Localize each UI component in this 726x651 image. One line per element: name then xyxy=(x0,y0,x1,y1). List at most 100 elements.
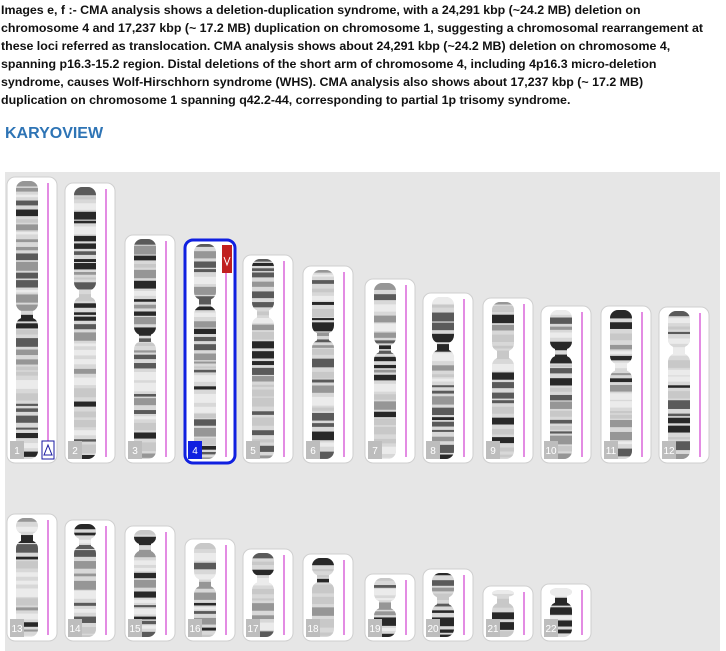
band xyxy=(668,318,690,324)
band xyxy=(374,611,396,616)
band xyxy=(74,454,96,459)
band xyxy=(312,431,334,441)
band xyxy=(374,340,396,344)
band xyxy=(74,187,96,196)
band xyxy=(74,561,96,569)
band xyxy=(550,615,572,620)
band xyxy=(492,428,514,435)
band xyxy=(134,363,156,369)
band xyxy=(668,413,690,417)
chromosome xyxy=(74,187,96,459)
band xyxy=(312,348,334,355)
band xyxy=(610,362,632,369)
band xyxy=(312,423,334,427)
band xyxy=(134,599,156,603)
label-box xyxy=(544,619,558,637)
band xyxy=(74,220,96,224)
band xyxy=(252,281,274,287)
label-box xyxy=(426,441,440,459)
band xyxy=(312,345,334,348)
band xyxy=(134,382,156,392)
band xyxy=(74,277,96,280)
band xyxy=(668,347,690,356)
band xyxy=(668,417,690,424)
chromosome xyxy=(252,259,274,460)
chromosome-label: 8 xyxy=(430,446,436,457)
band xyxy=(610,431,632,441)
band xyxy=(374,294,396,301)
band xyxy=(194,261,216,268)
band xyxy=(668,437,690,440)
band xyxy=(16,518,38,522)
band xyxy=(194,427,216,437)
band xyxy=(194,592,216,600)
band xyxy=(374,394,396,400)
band xyxy=(134,416,156,420)
band xyxy=(194,306,216,311)
band xyxy=(74,316,96,321)
band xyxy=(550,629,572,634)
band xyxy=(312,318,334,321)
chromosome-label: 7 xyxy=(372,446,378,457)
band xyxy=(74,226,96,235)
band xyxy=(74,196,96,200)
band xyxy=(252,302,274,308)
band xyxy=(312,339,334,343)
band xyxy=(252,367,274,375)
chromosome xyxy=(74,524,96,637)
label-box xyxy=(368,619,382,637)
band xyxy=(194,276,216,285)
band xyxy=(550,368,572,374)
band xyxy=(610,310,632,319)
band xyxy=(312,575,334,578)
band xyxy=(74,532,96,536)
band xyxy=(252,341,274,349)
band xyxy=(16,535,38,543)
band xyxy=(16,607,38,611)
band xyxy=(374,369,396,373)
band xyxy=(668,326,690,330)
band xyxy=(550,317,572,324)
chromosome-label: 5 xyxy=(250,446,256,457)
band xyxy=(74,635,96,637)
band xyxy=(312,371,334,379)
band xyxy=(16,338,38,347)
band xyxy=(134,280,156,289)
band xyxy=(492,612,514,620)
band xyxy=(134,591,156,598)
band xyxy=(194,617,216,625)
chromosome xyxy=(134,530,156,638)
caption: Images e, f :- CMA analysis shows a dele… xyxy=(1,3,703,107)
band xyxy=(668,369,690,376)
band xyxy=(252,615,274,620)
band xyxy=(432,436,454,442)
chromosome xyxy=(610,310,632,460)
band xyxy=(134,263,156,268)
deletion-arrow xyxy=(223,256,231,267)
label-box xyxy=(10,619,24,637)
band xyxy=(668,391,690,399)
band xyxy=(74,439,96,442)
chromosome-label: 18 xyxy=(307,624,319,635)
band xyxy=(610,333,632,341)
band xyxy=(74,627,96,634)
band xyxy=(492,590,514,594)
band xyxy=(74,303,96,308)
band xyxy=(610,378,632,383)
band xyxy=(312,308,334,318)
band xyxy=(134,432,156,439)
band xyxy=(16,432,38,439)
band xyxy=(252,411,274,415)
band xyxy=(134,560,156,565)
band xyxy=(550,607,572,615)
label-box xyxy=(426,619,440,637)
label-box xyxy=(10,441,24,459)
band xyxy=(374,633,396,637)
band xyxy=(252,259,274,262)
band xyxy=(252,417,274,426)
band xyxy=(134,255,156,261)
band xyxy=(610,373,632,376)
chromosome-label: 21 xyxy=(487,624,499,635)
band xyxy=(194,353,216,361)
band xyxy=(432,454,454,459)
